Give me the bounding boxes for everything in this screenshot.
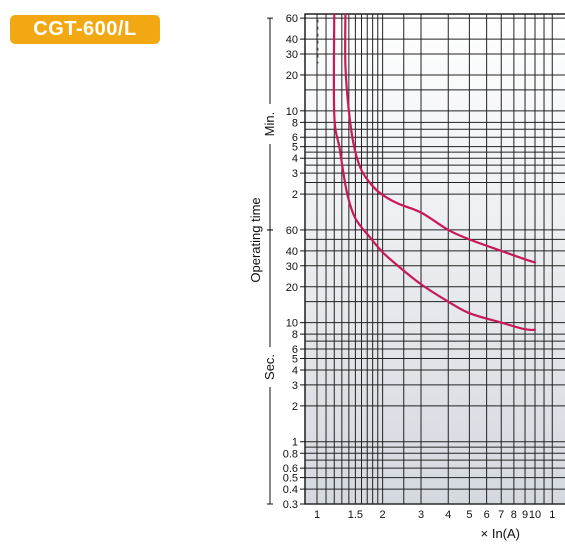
y-tick-label: 2 xyxy=(292,189,298,201)
x-tick-label: 4 xyxy=(445,509,451,521)
band-label: Min. xyxy=(262,112,277,137)
y-tick-label: 4 xyxy=(292,365,298,377)
band-sec: Sec. xyxy=(262,230,277,504)
y-tick-label: 0.3 xyxy=(283,499,298,511)
y-tick-label: 2 xyxy=(292,401,298,413)
y-tick-label: 5 xyxy=(292,353,298,365)
y-tick-label: 60 xyxy=(286,13,298,25)
y-tick-label: 40 xyxy=(286,246,298,258)
y-tick-label: 3 xyxy=(292,168,298,180)
y-tick-label: 10 xyxy=(286,318,298,330)
x-tick-label: 6 xyxy=(484,509,490,521)
y-tick-label: 10 xyxy=(286,106,298,118)
x-tick-label: 3 xyxy=(418,509,424,521)
y-bands: Min. Sec. xyxy=(262,18,277,504)
y-tick-label: 3 xyxy=(292,380,298,392)
y-tick-label: 0.5 xyxy=(283,473,298,485)
y-tick-label: 8 xyxy=(292,117,298,129)
band-label: Sec. xyxy=(262,354,277,380)
y-tick-label: 1 xyxy=(292,437,298,449)
x-axis-label: × In(A) xyxy=(481,526,520,541)
y-axis-title: Operating time xyxy=(248,197,263,282)
y-tick-label: 30 xyxy=(286,49,298,61)
x-tick-label: 9 xyxy=(522,509,528,521)
y-tick-label: 0.4 xyxy=(283,484,298,496)
y-tick-label: 40 xyxy=(286,34,298,46)
y-ticks: 6040302010865432604030201086543210.80.60… xyxy=(283,13,305,511)
x-ticks: 1 1.5 2 3 4 5 6 7 8 9 10 1 xyxy=(314,509,555,521)
x-tick-label: 1 xyxy=(314,509,320,521)
x-tick-label: 8 xyxy=(511,509,517,521)
y-tick-label: 8 xyxy=(292,329,298,341)
x-tick-label: 1 xyxy=(549,509,555,521)
x-tick-label: 1.5 xyxy=(348,509,363,521)
y-tick-label: 0.8 xyxy=(283,448,298,460)
y-tick-label: 5 xyxy=(292,142,298,154)
x-tick-label: 5 xyxy=(466,509,472,521)
y-tick-label: 60 xyxy=(286,225,298,237)
y-tick-label: 20 xyxy=(286,282,298,294)
y-tick-label: 30 xyxy=(286,261,298,273)
band-min: Min. xyxy=(262,18,277,230)
x-tick-label: 10 xyxy=(529,509,541,521)
y-tick-label: 4 xyxy=(292,153,298,165)
x-tick-label: 7 xyxy=(498,509,504,521)
x-tick-label: 2 xyxy=(380,509,386,521)
y-tick-label: 20 xyxy=(286,70,298,82)
